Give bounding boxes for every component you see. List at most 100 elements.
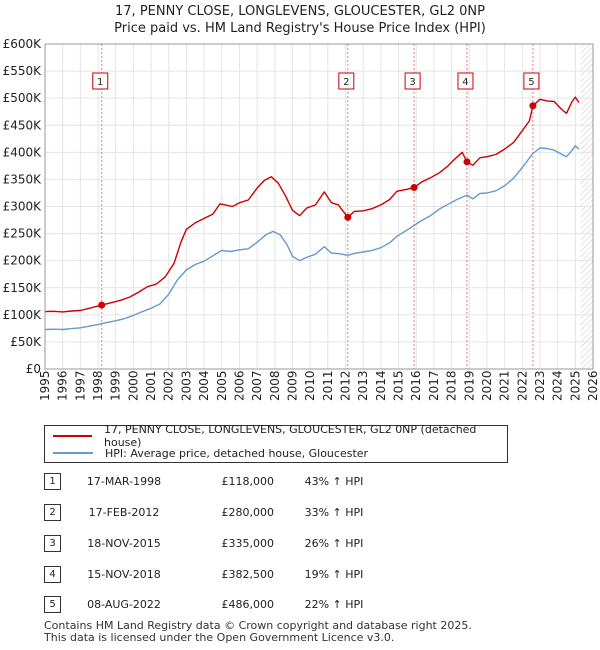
legend-swatch-hpi: [53, 452, 93, 454]
x-tick-label: 2022: [515, 370, 529, 401]
legend-label-hpi: HPI: Average price, detached house, Glou…: [105, 446, 369, 460]
x-tick-label: 2002: [162, 370, 176, 401]
y-tick-label: £350K: [3, 172, 43, 186]
x-tick-label: 2004: [197, 370, 211, 401]
sale-number: 5: [44, 596, 61, 613]
legend-item-property: 17, PENNY CLOSE, LONGLEVENS, GLOUCESTER,…: [53, 423, 507, 449]
y-tick-label: £450K: [3, 118, 43, 132]
x-tick-label: 2017: [427, 370, 441, 401]
sale-hpi-change: 22% ↑ HPI: [304, 598, 364, 611]
y-tick-label: £600K: [3, 37, 43, 51]
sale-point: [344, 213, 352, 221]
sale-row: 2 17-FEB-2012 £280,000 33% ↑ HPI: [44, 504, 564, 524]
sale-number: 3: [44, 535, 61, 552]
chart-title: 17, PENNY CLOSE, LONGLEVENS, GLOUCESTER,…: [115, 4, 485, 19]
x-tick-label: 2008: [268, 370, 282, 401]
y-tick-label: £250K: [3, 227, 43, 241]
sale-point: [98, 301, 106, 309]
legend: 17, PENNY CLOSE, LONGLEVENS, GLOUCESTER,…: [44, 423, 508, 463]
sale-marker-label: 5: [528, 77, 534, 88]
sale-marker-label: 3: [409, 77, 415, 88]
x-tick-label: 2001: [144, 370, 158, 401]
x-tick-label: 2014: [374, 370, 388, 401]
sale-marker-label: 2: [343, 77, 349, 88]
y-tick-label: £50K: [10, 335, 42, 349]
x-tick-label: 2019: [462, 370, 476, 401]
sale-number: 2: [44, 504, 61, 521]
sale-date: 17-MAR-1998: [86, 475, 162, 488]
sale-hpi-change: 26% ↑ HPI: [304, 537, 364, 550]
x-tick-label: 1998: [91, 370, 105, 401]
y-tick-label: £500K: [3, 91, 43, 105]
plot-frame: [44, 43, 594, 370]
sale-date: 18-NOV-2015: [87, 537, 161, 550]
footer-copyright: Contains HM Land Registry data © Crown c…: [44, 619, 472, 632]
sale-marker-box: [404, 72, 421, 90]
sale-point: [529, 102, 537, 110]
sale-hpi-change: 33% ↑ HPI: [304, 506, 364, 519]
x-tick-label: 2009: [285, 370, 299, 401]
x-tick-label: 2003: [179, 370, 193, 401]
legend-swatch-property: [53, 435, 92, 437]
sale-number: 4: [44, 566, 61, 583]
sale-row: 1 17-MAR-1998 £118,000 43% ↑ HPI: [44, 473, 564, 493]
y-tick-label: £200K: [3, 254, 43, 268]
y-tick-label: £0: [26, 362, 41, 376]
hpi-series-line: [44, 145, 580, 331]
property-series-line: [44, 96, 580, 313]
y-tick-label: £100K: [3, 308, 43, 322]
x-tick-label: 2013: [356, 370, 370, 401]
x-tick-label: 2006: [232, 370, 246, 401]
x-tick-label: 2020: [480, 370, 494, 401]
sale-price: £280,000: [221, 506, 275, 519]
x-tick-label: 2023: [533, 370, 547, 401]
sale-date: 08-AUG-2022: [87, 598, 161, 611]
x-tick-label: 2010: [303, 370, 317, 401]
sale-hpi-change: 19% ↑ HPI: [304, 568, 364, 581]
x-tick-label: 2015: [392, 370, 406, 401]
sale-marker-box: [92, 72, 109, 90]
y-tick-label: £150K: [3, 281, 43, 295]
sale-price: £118,000: [221, 475, 275, 488]
sale-marker-box: [457, 72, 474, 90]
x-tick-label: 2012: [339, 370, 353, 401]
legend-label-property: 17, PENNY CLOSE, LONGLEVENS, GLOUCESTER,…: [104, 423, 477, 449]
sale-price: £382,500: [221, 568, 275, 581]
sale-hpi-change: 43% ↑ HPI: [304, 475, 364, 488]
x-tick-label: 2011: [321, 370, 335, 401]
x-tick-label: 2000: [126, 370, 140, 401]
x-tick-label: 2026: [586, 370, 600, 401]
chart-subtitle: Price paid vs. HM Land Registry's House …: [114, 21, 486, 36]
footer: Contains HM Land Registry data © Crown c…: [44, 620, 472, 644]
x-tick-label: 1997: [73, 370, 87, 401]
x-tick-label: 2005: [215, 370, 229, 401]
x-tick-label: 2007: [250, 370, 264, 401]
sale-row: 3 18-NOV-2015 £335,000 26% ↑ HPI: [44, 535, 564, 555]
x-tick-label: 2025: [568, 370, 582, 401]
x-tick-label: 2018: [445, 370, 459, 401]
y-tick-label: £550K: [3, 64, 43, 78]
y-tick-label: £400K: [3, 145, 43, 159]
footer-license: This data is licensed under the Open Gov…: [44, 631, 395, 644]
x-tick-label: 1995: [38, 370, 52, 401]
sale-marker-box: [338, 72, 355, 90]
x-tick-label: 2016: [409, 370, 423, 401]
sale-marker-label: 4: [462, 77, 468, 88]
sale-price: £486,000: [221, 598, 275, 611]
sale-point: [463, 158, 471, 166]
sale-date: 17-FEB-2012: [88, 506, 160, 519]
sale-marker-label: 1: [97, 77, 103, 88]
sale-price: £335,000: [221, 537, 275, 550]
price-chart: 1 2 3 4 5 £0 £50K £100K £150K £200K £250K £300K £350…: [3, 37, 600, 401]
x-tick-label: 1996: [56, 370, 70, 401]
sale-point: [410, 184, 418, 192]
x-tick-label: 1999: [109, 370, 123, 401]
sale-number: 1: [44, 473, 61, 490]
y-tick-label: £300K: [3, 200, 43, 214]
sale-date: 15-NOV-2018: [87, 568, 161, 581]
x-tick-label: 2024: [551, 370, 565, 401]
sale-row: 5 08-AUG-2022 £486,000 22% ↑ HPI: [44, 596, 564, 616]
x-tick-label: 2021: [498, 370, 512, 401]
sale-marker-box: [523, 72, 540, 90]
sale-row: 4 15-NOV-2018 £382,500 19% ↑ HPI: [44, 566, 564, 586]
